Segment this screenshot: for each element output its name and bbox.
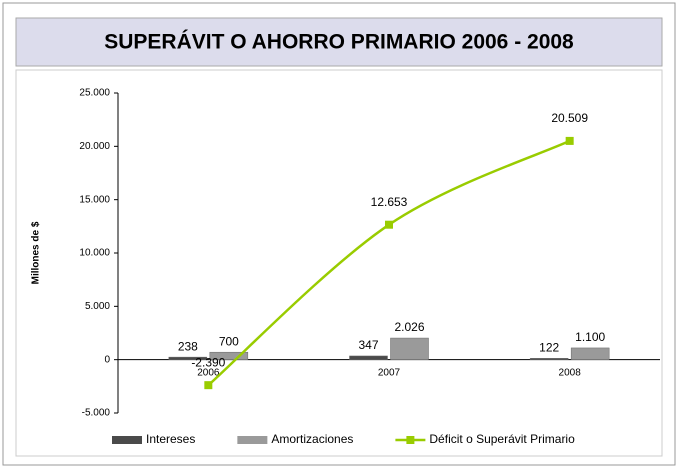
y-tick-label: 15.000 <box>79 194 110 205</box>
y-tick-label: -5.000 <box>82 408 111 419</box>
title-banner <box>15 17 663 67</box>
y-tick-label: 0 <box>104 354 110 365</box>
y-tick-label: 25.000 <box>79 88 110 99</box>
x-tick-label: 2007 <box>378 367 401 378</box>
bar <box>209 351 249 360</box>
line-marker <box>565 136 574 145</box>
bar <box>168 356 208 360</box>
x-tick-label: 2008 <box>559 367 582 378</box>
line-marker <box>385 220 393 229</box>
bar-value-label: 1.100 <box>575 330 605 344</box>
legend-swatch <box>237 436 268 444</box>
y-tick-label: 5.000 <box>85 301 110 312</box>
plot-frame <box>15 69 663 457</box>
legend-swatch <box>112 436 142 444</box>
x-tick-label: 2006 <box>197 367 220 378</box>
y-axis-label: Millones de $ <box>31 221 42 284</box>
chart-title: SUPERÁVIT O AHORRO PRIMARIO 2006 - 2008 <box>104 31 574 54</box>
bar-value-label: 122 <box>539 341 559 355</box>
y-tick-label: 20.000 <box>79 141 110 152</box>
legend-label: Intereses <box>146 432 195 446</box>
legend-label: Amortizaciones <box>271 432 353 446</box>
bar-value-label: 347 <box>358 338 378 352</box>
legend-marker <box>406 436 415 444</box>
line-marker <box>204 381 213 390</box>
line-value-label: 12.653 <box>371 195 408 209</box>
bar-value-label: 700 <box>219 334 239 348</box>
bar <box>570 347 610 360</box>
legend-label: Déficit o Superávit Primario <box>429 432 575 446</box>
line-value-label: -2.390 <box>191 355 225 369</box>
bar-value-label: 2.026 <box>394 320 424 334</box>
bar <box>390 337 429 360</box>
line-value-label: 20.509 <box>551 111 588 125</box>
bar-value-label: 238 <box>178 339 198 353</box>
bar <box>349 355 388 360</box>
bar <box>529 358 569 360</box>
y-tick-label: 10.000 <box>79 248 110 259</box>
